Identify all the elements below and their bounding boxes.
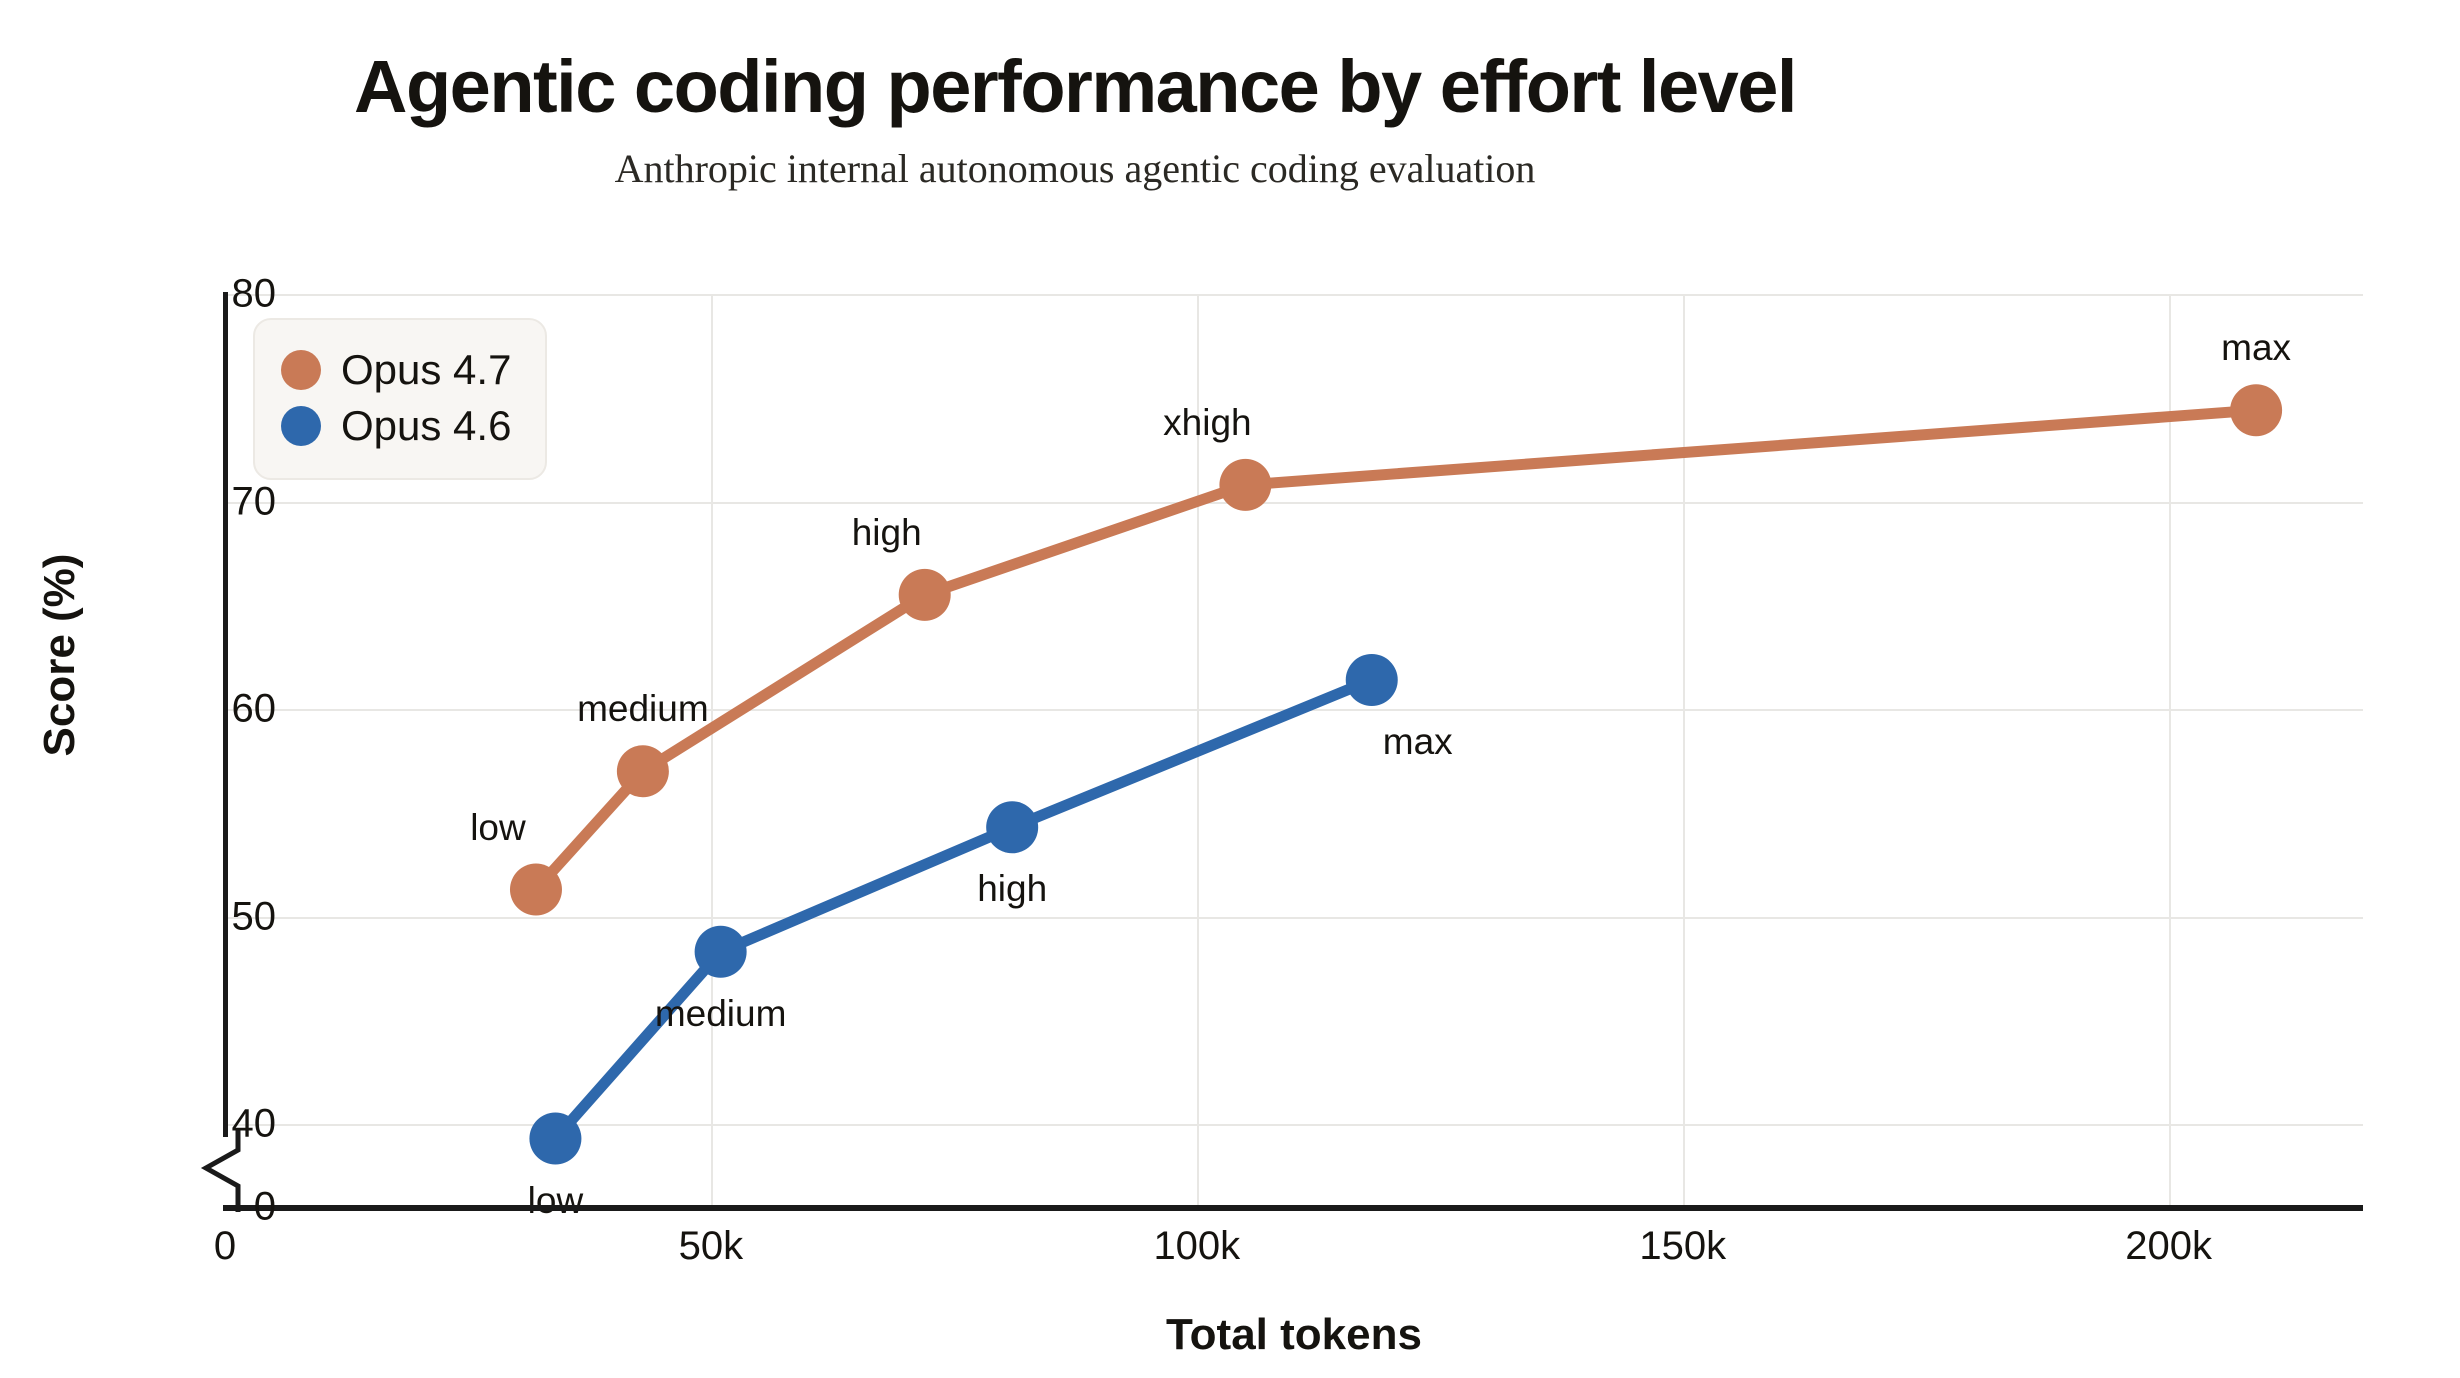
chart-subtitle: Anthropic internal autonomous agentic co… [614, 145, 1536, 191]
legend-label: Opus 4.6 [341, 402, 512, 449]
series-layer [509, 384, 2283, 1165]
data-point-marker[interactable] [2230, 384, 2283, 437]
gridline-vertical [710, 294, 713, 1207]
y-axis-tick-label: 80 [231, 271, 277, 316]
gridline-horizontal [225, 916, 2363, 919]
gridline-vertical [2168, 294, 2171, 1207]
y-axis-tick-label: 0 [253, 1184, 276, 1229]
legend-item-opus-46[interactable]: Opus 4.6 [281, 398, 511, 454]
legend: Opus 4.7 Opus 4.6 [253, 318, 548, 480]
data-point-marker[interactable] [898, 568, 951, 621]
series-line [530, 404, 2262, 896]
x-axis-tick-label: 50k [678, 1224, 744, 1268]
data-point-marker[interactable] [694, 925, 747, 978]
legend-label: Opus 4.7 [341, 346, 512, 393]
y-axis-tick-label: 60 [231, 686, 277, 731]
x-axis-tick-label: 0 [213, 1224, 237, 1268]
series-line [549, 674, 1378, 1145]
gridline-vertical [1682, 294, 1685, 1207]
data-point-marker[interactable] [1345, 653, 1398, 706]
y-axis-title: Score (%) [35, 553, 84, 757]
x-axis-tick-label: 150k [1639, 1224, 1727, 1268]
legend-item-opus-47[interactable]: Opus 4.7 [281, 342, 511, 398]
x-axis-tick-label: 200k [2125, 1224, 2212, 1268]
chart-title: Agentic coding performance by effort lev… [354, 45, 1797, 128]
y-axis-tick-label: 70 [231, 479, 277, 523]
x-axis-line [223, 1205, 2363, 1211]
data-point-marker[interactable] [529, 1112, 582, 1165]
title-block: Agentic coding performance by effort lev… [0, 45, 2150, 193]
x-axis-title: Total tokens [1166, 1310, 1422, 1359]
gridline-horizontal [225, 1124, 2363, 1126]
data-point-marker[interactable] [616, 745, 669, 798]
data-point-marker[interactable] [1219, 458, 1272, 511]
plot-area [225, 294, 2363, 1207]
gridline-horizontal [225, 294, 2363, 296]
data-point-marker[interactable] [986, 801, 1039, 854]
legend-swatch-icon [281, 350, 321, 390]
y-axis-tick-label: 40 [231, 1101, 277, 1146]
data-point-marker[interactable] [509, 863, 562, 916]
gridline-horizontal [225, 501, 2363, 504]
legend-swatch-icon [281, 406, 321, 446]
y-axis-tick-label: 50 [231, 894, 277, 938]
x-axis-tick-label: 100k [1153, 1224, 1241, 1268]
y-axis-line [223, 292, 228, 1137]
y-axis-break-icon [200, 1128, 241, 1212]
